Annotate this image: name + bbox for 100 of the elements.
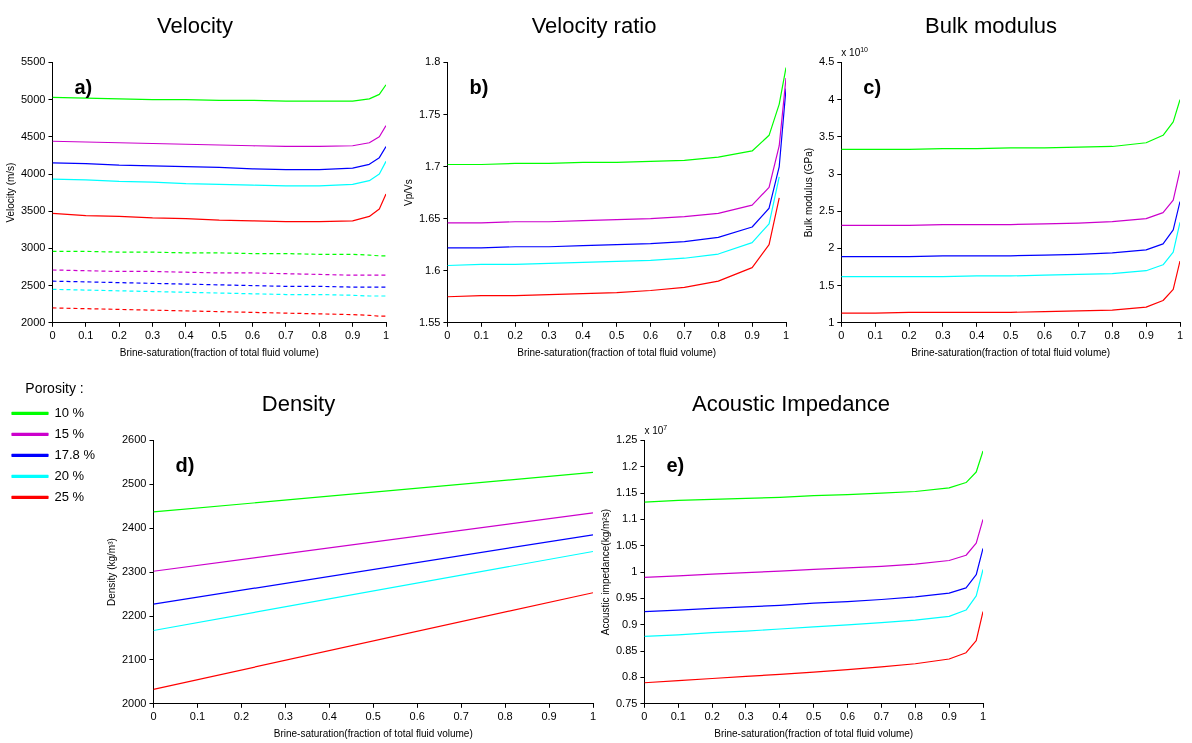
x-tick-label: 0.2 — [704, 710, 720, 723]
x-tick-label: 0.1 — [867, 329, 883, 342]
x-tick-label: 1 — [382, 329, 390, 342]
chart-title: Bulk modulus — [924, 13, 1058, 39]
x-tick-label: 0.6 — [1036, 329, 1053, 342]
legend-label: 10 % — [54, 404, 85, 420]
legend-label: 25 % — [54, 488, 85, 504]
x-tick-label: 0 — [49, 329, 56, 342]
x-tick-label: 0.7 — [278, 329, 294, 342]
x-axis-title: Brine-saturation(fraction of total fluid volume) — [119, 346, 319, 358]
annotation: c) — [863, 76, 882, 99]
y-tick-label: 2000 — [20, 315, 46, 328]
y-tick-label: 1 — [828, 315, 835, 328]
y-axis-title: Bulk modulus (GPa) — [802, 147, 814, 238]
x-tick-label: 0.3 — [935, 329, 951, 342]
annotation: b) — [469, 76, 489, 99]
x-tick-label: 0 — [150, 710, 157, 723]
chart-title: Velocity — [157, 13, 233, 39]
legend-label: 17.8 % — [54, 446, 96, 462]
x-tick-label: 0.8 — [907, 710, 923, 723]
y-tick-label: 1.1 — [622, 512, 638, 525]
x-tick-label: 0.4 — [969, 329, 985, 342]
y-tick-label: 0.8 — [622, 670, 638, 683]
y-tick-label: 3000 — [20, 241, 46, 254]
y-tick-label: 0.95 — [615, 591, 638, 604]
x-tick-label: 0.1 — [670, 710, 686, 723]
y-tick-label: 1.65 — [418, 211, 441, 224]
x-tick-label: 0.9 — [541, 710, 557, 723]
y-tick-label: 1 — [631, 565, 638, 578]
x-tick-label: 0 — [444, 329, 451, 342]
chart-title: Acoustic Impedance — [691, 391, 891, 417]
x-tick-label: 0.3 — [144, 329, 161, 342]
x-tick-label: 0.2 — [507, 329, 523, 342]
x-tick-label: 1 — [589, 710, 597, 723]
x-tick-label: 0.5 — [806, 710, 822, 723]
y-tick-label: 1.8 — [425, 55, 441, 68]
chart-title: Velocity ratio — [531, 13, 657, 39]
y-tick-label: 3.5 — [818, 129, 835, 142]
y-tick-label: 1.25 — [615, 433, 638, 446]
x-tick-label: 0.7 — [873, 710, 890, 723]
x-tick-label: 0.6 — [244, 329, 261, 342]
y-tick-label: 1.6 — [425, 263, 441, 276]
x-tick-label: 0.8 — [497, 710, 513, 723]
y-tick-label: 3 — [828, 167, 835, 180]
y-tick-label: 4 — [828, 92, 835, 105]
x-tick-label: 0.8 — [710, 329, 726, 342]
y-tick-label: 1.05 — [615, 538, 638, 551]
y-tick-label: 3500 — [20, 204, 46, 217]
legend-label: 15 % — [54, 425, 85, 441]
y-tick-label: 5000 — [20, 92, 46, 105]
x-tick-label: 0.9 — [1138, 329, 1154, 342]
y-tick-label: 4.5 — [818, 55, 835, 68]
x-axis-title: Brine-saturation(fraction of total fluid volume) — [273, 727, 473, 739]
y-tick-label: 0.75 — [615, 696, 638, 709]
y-tick-label: 1.55 — [418, 315, 441, 328]
y-tick-label: 2 — [828, 241, 835, 254]
legend-label: 20 % — [54, 467, 85, 483]
x-tick-label: 0.4 — [772, 710, 788, 723]
y-tick-label: 0.9 — [622, 617, 638, 630]
x-tick-label: 1 — [979, 710, 987, 723]
y-tick-label: 2300 — [121, 565, 147, 578]
y-tick-label: 2600 — [121, 433, 147, 446]
x-tick-label: 0.8 — [1104, 329, 1120, 342]
annotation: a) — [74, 76, 93, 99]
x-tick-label: 0.8 — [311, 329, 327, 342]
y-tick-label: 1.7 — [425, 159, 441, 172]
y-tick-label: 4000 — [20, 167, 46, 180]
x-tick-label: 0.3 — [541, 329, 557, 342]
y-tick-label: 1.75 — [418, 107, 441, 120]
y-tick-label: 2500 — [121, 477, 147, 490]
y-tick-label: 1.2 — [622, 459, 638, 472]
y-tick-label: 2500 — [20, 278, 46, 291]
legend-title: Porosity : — [25, 379, 84, 396]
x-tick-label: 0.6 — [409, 710, 425, 723]
y-tick-label: 2.5 — [818, 204, 835, 217]
x-axis-title: Brine-saturation(fraction of total fluid volume) — [911, 346, 1111, 358]
x-tick-label: 0 — [838, 329, 845, 342]
x-tick-label: 1 — [1176, 329, 1184, 342]
x-tick-label: 0.3 — [277, 710, 293, 723]
x-tick-label: 0.5 — [609, 329, 625, 342]
x-tick-label: 0.5 — [211, 329, 227, 342]
x-tick-label: 0.1 — [189, 710, 206, 723]
x-tick-label: 0.7 — [1070, 329, 1087, 342]
x-tick-label: 0.4 — [178, 329, 194, 342]
x-tick-label: 0.9 — [941, 710, 957, 723]
x-tick-label: 0.7 — [453, 710, 469, 723]
x-tick-label: 0.2 — [111, 329, 127, 342]
y-axis-title: Vp/Vs — [402, 179, 414, 206]
x-axis-title: Brine-saturation(fraction of total fluid volume) — [714, 727, 914, 739]
x-tick-label: 0.1 — [78, 329, 94, 342]
x-tick-label: 0 — [641, 710, 648, 723]
x-tick-label: 0.2 — [233, 710, 249, 723]
y-axis-title: Acoustic impedance(kg/m²s) — [599, 509, 611, 636]
y-tick-label: 1.5 — [818, 278, 835, 291]
line-series — [52, 307, 386, 317]
x-tick-label: 0.6 — [642, 329, 659, 342]
y-tick-label: 5500 — [20, 55, 46, 68]
y-tick-label: 2100 — [121, 652, 147, 665]
line-series — [52, 288, 386, 297]
x-tick-label: 0.7 — [676, 329, 693, 342]
